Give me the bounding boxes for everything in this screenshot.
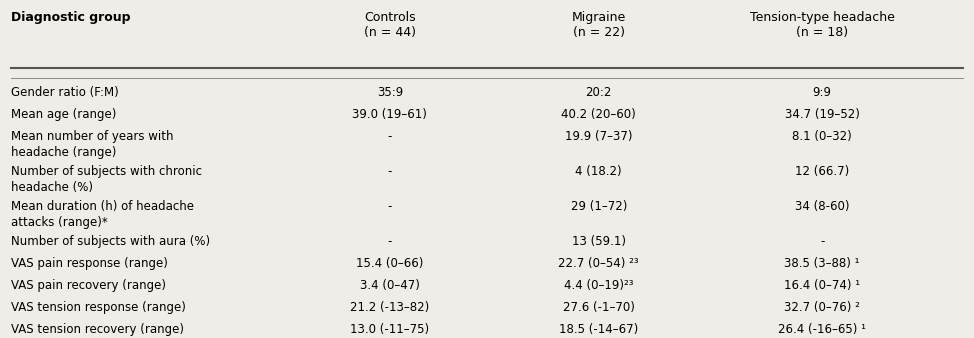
Text: Migraine
(n = 22): Migraine (n = 22) <box>572 11 626 39</box>
Text: 38.5 (3–88) ¹: 38.5 (3–88) ¹ <box>784 257 860 270</box>
Text: Controls
(n = 44): Controls (n = 44) <box>364 11 416 39</box>
Text: 34 (8-60): 34 (8-60) <box>795 200 849 213</box>
Text: 35:9: 35:9 <box>377 86 403 99</box>
Text: -: - <box>820 235 824 248</box>
Text: 15.4 (0–66): 15.4 (0–66) <box>356 257 424 270</box>
Text: 34.7 (19–52): 34.7 (19–52) <box>785 108 859 121</box>
Text: 26.4 (-16–65) ¹: 26.4 (-16–65) ¹ <box>778 323 866 336</box>
Text: 8.1 (0–32): 8.1 (0–32) <box>792 130 852 143</box>
Text: -: - <box>388 235 393 248</box>
Text: 4.4 (0–19)²³: 4.4 (0–19)²³ <box>564 279 633 292</box>
Text: 32.7 (0–76) ²: 32.7 (0–76) ² <box>784 301 860 314</box>
Text: VAS tension recovery (range): VAS tension recovery (range) <box>11 323 184 336</box>
Text: VAS tension response (range): VAS tension response (range) <box>11 301 186 314</box>
Text: Gender ratio (F:M): Gender ratio (F:M) <box>11 86 119 99</box>
Text: 16.4 (0–74) ¹: 16.4 (0–74) ¹ <box>784 279 860 292</box>
Text: 21.2 (-13–82): 21.2 (-13–82) <box>351 301 430 314</box>
Text: Diagnostic group: Diagnostic group <box>11 11 131 24</box>
Text: 29 (1–72): 29 (1–72) <box>571 200 627 213</box>
Text: -: - <box>388 165 393 178</box>
Text: Mean number of years with
headache (range): Mean number of years with headache (rang… <box>11 130 173 159</box>
Text: 12 (66.7): 12 (66.7) <box>795 165 849 178</box>
Text: Tension-type headache
(n = 18): Tension-type headache (n = 18) <box>750 11 894 39</box>
Text: 13 (59.1): 13 (59.1) <box>572 235 625 248</box>
Text: Mean duration (h) of headache
attacks (range)*: Mean duration (h) of headache attacks (r… <box>11 200 194 229</box>
Text: -: - <box>388 130 393 143</box>
Text: 39.0 (19–61): 39.0 (19–61) <box>353 108 428 121</box>
Text: Mean age (range): Mean age (range) <box>11 108 117 121</box>
Text: 20:2: 20:2 <box>585 86 612 99</box>
Text: Number of subjects with chronic
headache (%): Number of subjects with chronic headache… <box>11 165 202 194</box>
Text: 22.7 (0–54) ²³: 22.7 (0–54) ²³ <box>558 257 639 270</box>
Text: 9:9: 9:9 <box>812 86 832 99</box>
Text: 40.2 (20–60): 40.2 (20–60) <box>561 108 636 121</box>
Text: 13.0 (-11–75): 13.0 (-11–75) <box>351 323 430 336</box>
Text: VAS pain response (range): VAS pain response (range) <box>11 257 168 270</box>
Text: 19.9 (7–37): 19.9 (7–37) <box>565 130 632 143</box>
Text: VAS pain recovery (range): VAS pain recovery (range) <box>11 279 167 292</box>
Text: 18.5 (-14–67): 18.5 (-14–67) <box>559 323 638 336</box>
Text: 27.6 (-1–70): 27.6 (-1–70) <box>563 301 635 314</box>
Text: -: - <box>388 200 393 213</box>
Text: 4 (18.2): 4 (18.2) <box>576 165 622 178</box>
Text: 3.4 (0–47): 3.4 (0–47) <box>360 279 420 292</box>
Text: Number of subjects with aura (%): Number of subjects with aura (%) <box>11 235 210 248</box>
